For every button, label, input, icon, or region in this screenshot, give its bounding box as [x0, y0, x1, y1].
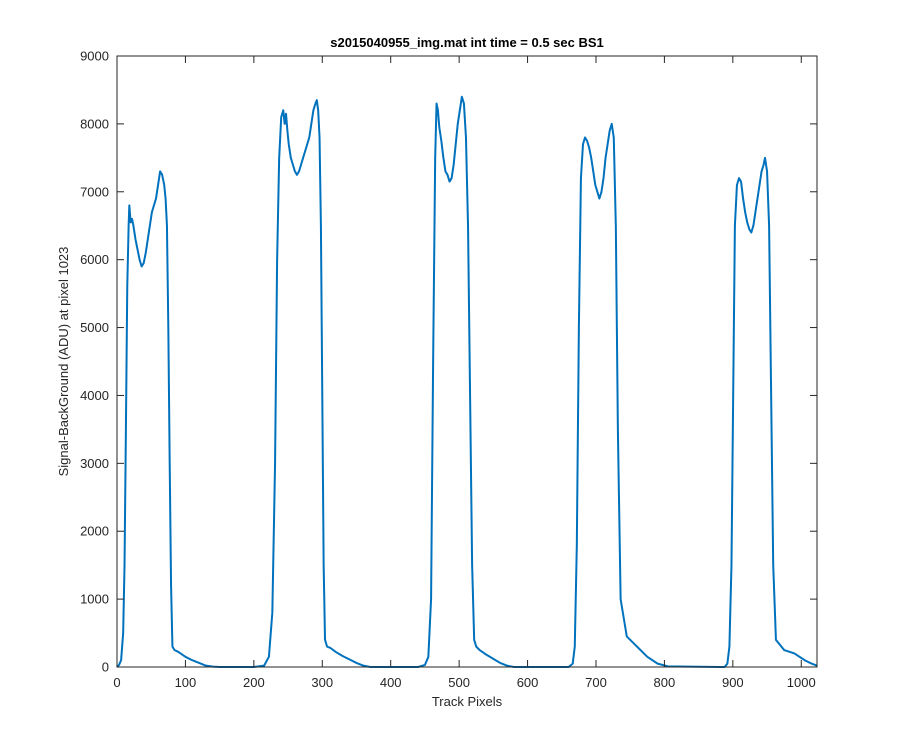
y-tick-label: 7000: [80, 184, 109, 199]
y-tick-label: 0: [102, 660, 109, 675]
x-tick-label: 600: [517, 675, 539, 690]
chart-title: s2015040955_img.mat int time = 0.5 sec B…: [330, 35, 604, 50]
x-tick-label: 0: [113, 675, 120, 690]
x-tick-label: 800: [654, 675, 676, 690]
x-tick-label: 1000: [787, 675, 816, 690]
x-tick-label: 100: [175, 675, 197, 690]
x-axis: 0 100 200 300 400 500 600 700 800 900 1000: [113, 56, 816, 690]
y-tick-label: 3000: [80, 456, 109, 471]
x-tick-label: 500: [448, 675, 470, 690]
y-tick-label: 5000: [80, 320, 109, 335]
y-axis-title: Signal-BackGround (ADU) at pixel 1023: [56, 247, 71, 477]
y-tick-label: 2000: [80, 524, 109, 539]
y-tick-label: 4000: [80, 388, 109, 403]
x-tick-label: 900: [722, 675, 744, 690]
axes-box: [116, 55, 818, 668]
x-tick-label: 400: [380, 675, 402, 690]
x-tick-label: 300: [311, 675, 333, 690]
y-tick-label: 9000: [80, 49, 109, 64]
y-tick-label: 1000: [80, 592, 109, 607]
x-axis-title: Track Pixels: [432, 694, 503, 709]
x-tick-label: 200: [243, 675, 265, 690]
x-tick-label: 700: [585, 675, 607, 690]
y-tick-label: 6000: [80, 252, 109, 267]
y-axis: 0 1000 2000 3000 4000 5000 6000 7000 8000 9000: [80, 49, 817, 675]
y-tick-label: 8000: [80, 116, 109, 131]
